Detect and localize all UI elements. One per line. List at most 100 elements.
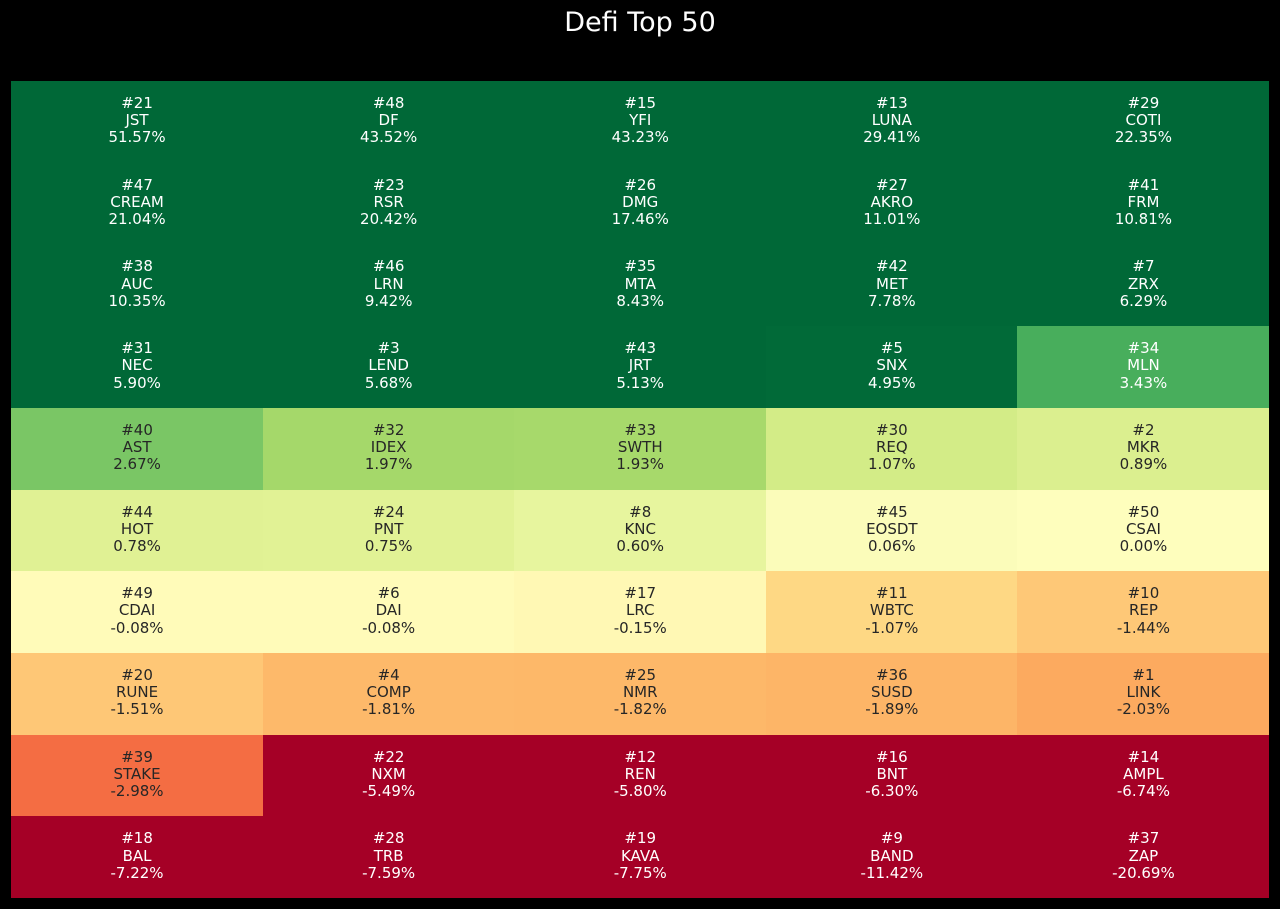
cell-rank: #21 <box>121 94 153 112</box>
cell-rank: #19 <box>624 829 657 848</box>
cell-rank: #44 <box>121 502 153 521</box>
cell-change: 5.90% <box>113 373 161 392</box>
heatmap-cell-rsr: #23 RSR 20.42% <box>262 162 515 245</box>
heatmap-cell-stake: #39 STAKE -2.98% <box>11 734 264 817</box>
cell-change: 22.35% <box>1114 128 1173 147</box>
cell-rank: #41 <box>1127 175 1160 194</box>
cell-change: -7.75% <box>613 863 667 882</box>
cell-symbol: DF <box>378 111 399 130</box>
cell-symbol: REP <box>1128 601 1158 620</box>
heatmap-cell-rune: #20 RUNE -1.51% <box>11 652 264 736</box>
heatmap-cell-cream: #47 CREAM 21.04% <box>11 162 264 245</box>
cell-change: 43.52% <box>360 128 418 147</box>
cell-change: -6.74% <box>1116 782 1170 800</box>
cell-change: 43.23% <box>611 128 669 147</box>
cell-rank: #17 <box>624 584 657 603</box>
heatmap-cell-swth: #33 SWTH 1.93% <box>514 407 767 490</box>
heatmap-cell-df: #48 DF 43.52% <box>262 81 515 164</box>
cell-change: -0.08% <box>362 618 416 637</box>
heatmap-cell-bnt: #16 BNT -6.30% <box>765 734 1018 817</box>
cell-rank: #11 <box>876 584 908 603</box>
cell-rank: #18 <box>121 829 153 848</box>
heatmap-cell-ren: #12 REN -5.80% <box>514 734 767 817</box>
cell-change: -2.98% <box>110 782 164 800</box>
cell-symbol: LUNA <box>871 111 912 130</box>
chart-title: Defi Top 50 <box>564 7 716 38</box>
heatmap-cell-rep: #10 REP -1.44% <box>1017 571 1270 654</box>
cell-rank: #12 <box>624 747 657 766</box>
cell-symbol: TRB <box>373 846 404 865</box>
cell-rank: #40 <box>121 420 153 439</box>
heatmap-cell-auc: #38 AUC 10.35% <box>11 244 264 327</box>
heatmap-cell-hot: #44 HOT 0.78% <box>11 489 264 572</box>
cell-change: -20.69% <box>1112 863 1175 882</box>
cell-rank: #37 <box>1127 829 1160 848</box>
heatmap-cell-link: #1 LINK -2.03% <box>1017 652 1270 736</box>
heatmap-cell-trb: #28 TRB -7.59% <box>262 816 515 899</box>
cell-symbol: NEC <box>121 356 153 375</box>
heatmap-cell-snx: #5 SNX 4.95% <box>765 326 1018 409</box>
cell-change: -0.15% <box>613 618 667 637</box>
heatmap-cell-mln: #34 MLN 3.43% <box>1017 326 1270 409</box>
cell-symbol: WBTC <box>869 601 914 620</box>
cell-rank: #13 <box>876 94 908 112</box>
cell-change: 20.42% <box>360 210 418 229</box>
cell-rank: #26 <box>624 175 657 194</box>
cell-change: -1.81% <box>362 700 416 719</box>
heatmap-cell-dai: #6 DAI -0.08% <box>262 571 515 654</box>
cell-change: 51.57% <box>108 128 166 147</box>
heatmap-cell-yfi: #15 YFI 43.23% <box>514 81 767 164</box>
cell-change: -6.30% <box>865 782 919 800</box>
cell-symbol: FRM <box>1127 192 1160 211</box>
cell-symbol: AUC <box>121 274 153 293</box>
cell-rank: #33 <box>624 420 657 439</box>
cell-rank: #34 <box>1127 339 1160 358</box>
cell-symbol: CREAM <box>110 192 164 211</box>
cell-change: -5.80% <box>613 782 667 800</box>
heatmap-cell-req: #30 REQ 1.07% <box>765 407 1018 490</box>
cell-change: -2.03% <box>1116 700 1170 719</box>
cell-rank: #28 <box>372 829 405 848</box>
cell-rank: #47 <box>121 175 153 194</box>
heatmap-cell-knc: #8 KNC 0.60% <box>514 489 767 572</box>
cell-change: -7.59% <box>362 863 416 882</box>
cell-change: 1.93% <box>616 455 665 474</box>
cell-change: -1.51% <box>110 700 164 719</box>
heatmap-cell-idex: #32 IDEX 1.97% <box>262 407 515 490</box>
heatmap-cell-kava: #19 KAVA -7.75% <box>514 816 767 899</box>
cell-change: 5.13% <box>616 373 665 392</box>
cell-symbol: YFI <box>629 111 652 130</box>
cell-change: 0.60% <box>616 536 665 555</box>
cell-symbol: KNC <box>624 519 656 538</box>
cell-symbol: BAL <box>122 846 152 865</box>
cell-change: -1.82% <box>613 700 667 719</box>
cell-change: 8.43% <box>616 291 665 310</box>
cell-rank: #3 <box>377 339 400 358</box>
cell-symbol: NXM <box>371 764 406 783</box>
heatmap-cell-dmg: #26 DMG 17.46% <box>514 162 767 245</box>
heatmap-cell-coti: #29 COTI 22.35% <box>1017 81 1270 164</box>
cell-change: 9.42% <box>364 291 413 310</box>
cell-change: 17.46% <box>611 210 669 229</box>
cell-change: 10.35% <box>108 291 166 310</box>
cell-rank: #5 <box>880 339 903 358</box>
cell-change: 0.75% <box>364 536 413 555</box>
heatmap-cell-pnt: #24 PNT 0.75% <box>262 489 515 572</box>
cell-rank: #38 <box>121 257 153 276</box>
cell-rank: #9 <box>880 829 903 848</box>
cell-rank: #10 <box>1127 584 1160 603</box>
cell-change: 4.95% <box>868 373 916 392</box>
cell-rank: #30 <box>876 420 908 439</box>
heatmap-cell-band: #9 BAND -11.42% <box>765 816 1018 899</box>
heatmap-cell-nec: #31 NEC 5.90% <box>11 326 264 409</box>
cell-symbol: AST <box>122 438 152 456</box>
cell-rank: #43 <box>624 339 657 358</box>
cell-change: 2.67% <box>113 455 161 474</box>
heatmap-cell-csai: #50 CSAI 0.00% <box>1017 489 1270 572</box>
heatmap-cell-lrn: #46 LRN 9.42% <box>262 244 515 327</box>
cell-symbol: MKR <box>1126 438 1161 456</box>
cell-rank: #15 <box>624 94 657 112</box>
heatmap-cell-mta: #35 MTA 8.43% <box>514 244 767 327</box>
cell-change: -11.42% <box>860 863 924 882</box>
cell-rank: #36 <box>876 665 908 684</box>
